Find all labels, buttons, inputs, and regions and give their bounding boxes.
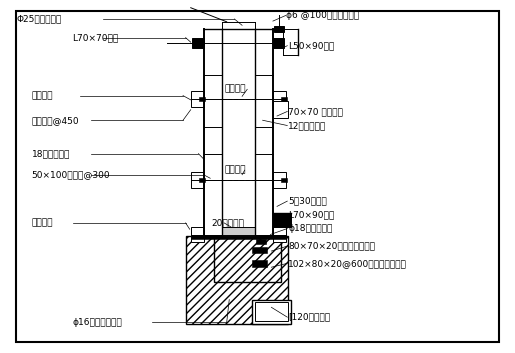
Text: L70×70角钉: L70×70角钉 bbox=[73, 33, 119, 42]
Text: 80×70×20钉板与槽钉焊接: 80×70×20钉板与槽钉焊接 bbox=[288, 241, 375, 251]
Text: 下脚压条: 下脚压条 bbox=[31, 219, 53, 227]
Bar bbox=[191, 172, 203, 188]
Bar bbox=[273, 101, 288, 119]
Bar bbox=[252, 300, 291, 324]
Bar bbox=[185, 236, 288, 324]
Text: 18厚大模夹板: 18厚大模夹板 bbox=[31, 149, 70, 158]
Bar bbox=[281, 97, 287, 101]
Text: ϕ18千斤顶螺丝: ϕ18千斤顶螺丝 bbox=[288, 224, 333, 233]
Text: Φ25钉筋保护层: Φ25钉筋保护层 bbox=[16, 14, 61, 24]
Bar bbox=[191, 227, 203, 243]
Bar bbox=[273, 91, 286, 107]
Bar bbox=[252, 247, 267, 253]
Text: ϕ6 @100机械平头螺丝: ϕ6 @100机械平头螺丝 bbox=[286, 11, 359, 20]
Bar bbox=[273, 172, 286, 188]
Bar bbox=[273, 214, 291, 227]
Bar bbox=[281, 178, 287, 182]
Text: 螺栋套管: 螺栋套管 bbox=[224, 166, 246, 175]
Bar bbox=[273, 227, 286, 243]
Text: ϕ16螺栓固定槽钉: ϕ16螺栓固定槽钉 bbox=[73, 318, 123, 327]
Text: 70×70 防渗水口: 70×70 防渗水口 bbox=[288, 107, 343, 116]
Bar bbox=[252, 260, 267, 267]
Bar bbox=[214, 236, 281, 282]
Bar bbox=[191, 91, 203, 107]
Bar bbox=[192, 38, 203, 48]
Bar bbox=[256, 239, 266, 244]
Bar bbox=[255, 303, 288, 321]
Text: 12厚夹板制作: 12厚夹板制作 bbox=[288, 121, 327, 130]
Bar bbox=[274, 26, 284, 32]
Text: 50×100站木枳@300: 50×100站木枳@300 bbox=[31, 170, 110, 179]
Bar bbox=[273, 38, 284, 48]
Text: 对拉螺栋: 对拉螺栋 bbox=[224, 85, 246, 94]
Text: 钉管围棉@450: 钉管围棉@450 bbox=[31, 116, 79, 125]
Text: [120槽钉托梁: [120槽钉托梁 bbox=[288, 313, 331, 322]
Text: 20厚橡皮塒: 20厚橡皮塒 bbox=[211, 219, 244, 227]
Bar bbox=[199, 178, 205, 182]
Text: 钉管夹具: 钉管夹具 bbox=[31, 91, 53, 100]
Text: 102×80×20@600钉板与槽钉焊接: 102×80×20@600钉板与槽钉焊接 bbox=[288, 259, 407, 268]
Text: L50×90横枳: L50×90横枳 bbox=[288, 41, 335, 50]
Bar bbox=[191, 234, 286, 239]
Bar bbox=[199, 97, 205, 101]
Text: L70×90角钉: L70×90角钉 bbox=[288, 211, 335, 220]
Text: 5厚30宽钉板: 5厚30宽钉板 bbox=[288, 197, 327, 205]
Bar bbox=[221, 227, 255, 236]
